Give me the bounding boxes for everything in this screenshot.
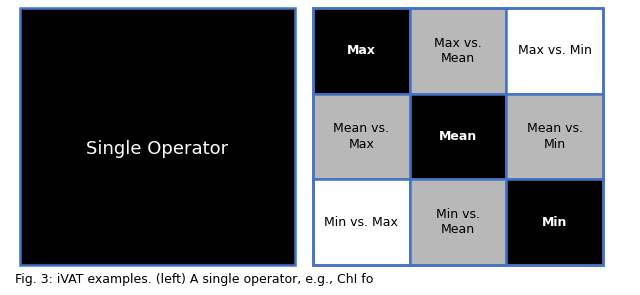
Text: Mean vs.
Min: Mean vs. Min [527,122,582,150]
Text: Min: Min [542,216,567,229]
Bar [410,8,506,94]
Bar [313,179,410,265]
Text: Min vs. Max: Min vs. Max [324,216,398,229]
Bar [313,94,410,179]
Text: Single Operator: Single Operator [86,140,228,158]
Text: Fig. 3: iVAT examples. (left) A single operator, e.g., ChI fo: Fig. 3: iVAT examples. (left) A single o… [15,273,373,286]
Text: Min vs.
Mean: Min vs. Mean [436,208,480,236]
Bar [313,8,603,265]
Bar [20,8,295,265]
Bar [410,94,506,179]
Bar [410,179,506,265]
Text: Max: Max [347,44,376,57]
Text: Max vs.
Mean: Max vs. Mean [434,37,482,65]
Text: Max vs. Min: Max vs. Min [518,44,591,57]
Bar [506,8,603,94]
Text: Mean vs.
Max: Mean vs. Max [333,122,389,150]
Bar [506,179,603,265]
Text: Mean: Mean [439,130,477,143]
Bar [506,94,603,179]
Bar [313,8,410,94]
